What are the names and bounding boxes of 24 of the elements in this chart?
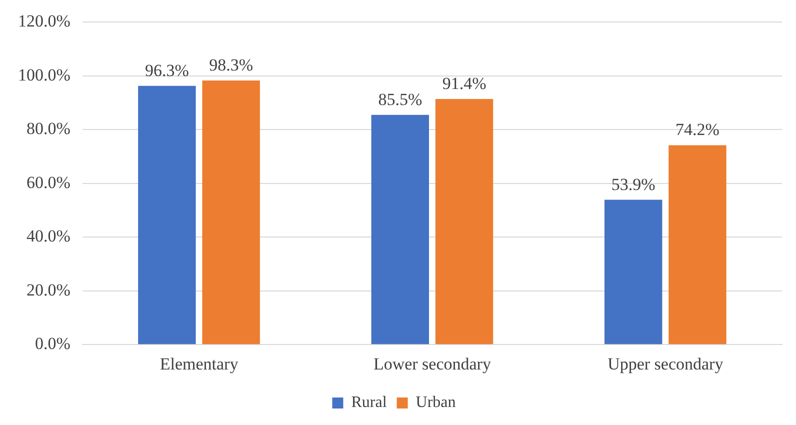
- bar: [371, 114, 429, 344]
- data-label: 96.3%: [144, 60, 189, 80]
- data-label: 98.3%: [209, 55, 254, 74]
- x-tick-label: Elementary: [160, 354, 239, 374]
- y-tick-label: 60.0%: [26, 172, 70, 192]
- y-tick-label: 0.0%: [34, 334, 70, 354]
- y-tick-label: 80.0%: [26, 119, 70, 138]
- data-label: 91.4%: [442, 74, 486, 94]
- bar: [435, 99, 494, 344]
- x-tick-label: Upper secondary: [608, 354, 724, 374]
- data-label: 85.5%: [378, 90, 422, 109]
- y-tick-label: 100.0%: [18, 65, 70, 84]
- y-tick-label: 20.0%: [26, 280, 70, 300]
- legend-label: Rural: [351, 394, 388, 412]
- x-tick-label: Lower secondary: [373, 354, 492, 374]
- bar: [604, 200, 662, 344]
- data-label: 74.2%: [676, 120, 720, 140]
- data-label: 53.9%: [611, 174, 656, 194]
- legend-label: Urban: [416, 394, 456, 412]
- bar: [202, 80, 260, 344]
- bar: [138, 86, 196, 344]
- y-tick-label: 120.0%: [18, 12, 70, 31]
- bar: [668, 145, 726, 344]
- y-tick-label: 40.0%: [26, 226, 70, 246]
